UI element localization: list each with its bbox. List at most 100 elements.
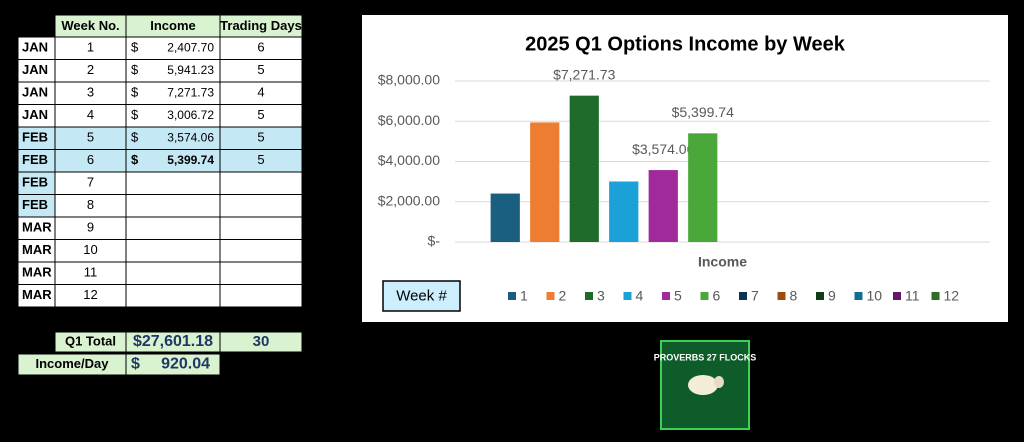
legend-label: 6 <box>713 288 721 304</box>
legend-label: 11 <box>905 288 920 304</box>
currency: $ <box>131 107 139 122</box>
legend-swatch <box>816 292 824 300</box>
total-days: 30 <box>253 333 270 350</box>
cell <box>219 194 303 218</box>
cell <box>125 194 221 218</box>
legend-label: 2 <box>559 288 567 304</box>
week: 2 <box>87 62 94 77</box>
legend-swatch <box>623 292 632 300</box>
y-tick-label: $4,000.00 <box>378 152 440 168</box>
bar <box>688 133 718 242</box>
week: 8 <box>87 197 94 212</box>
currency: $ <box>131 62 139 77</box>
week: 9 <box>87 220 94 235</box>
legend-swatch <box>931 292 940 300</box>
header-label: Income <box>150 18 196 33</box>
per-day-label: Income/Day <box>36 356 110 371</box>
per-day-income-cell <box>125 353 221 376</box>
bar <box>648 170 678 242</box>
week: 12 <box>83 287 97 302</box>
y-tick-label: $6,000.00 <box>378 112 440 128</box>
month: FEB <box>22 130 48 145</box>
week-button[interactable] <box>382 280 461 312</box>
currency: $ <box>131 85 139 100</box>
month: JAN <box>22 85 48 100</box>
chart-area <box>362 15 1008 322</box>
legend-label: 9 <box>828 288 836 304</box>
legend-swatch <box>585 292 593 300</box>
per-day-currency: $ <box>131 356 140 373</box>
bar <box>530 122 560 242</box>
data-label: $5,399.74 <box>672 104 734 120</box>
cell <box>125 239 221 263</box>
legend-label: 10 <box>867 288 883 304</box>
days: 5 <box>257 130 264 145</box>
week: 4 <box>87 107 94 122</box>
income: 3,574.06 <box>167 130 214 144</box>
days: 6 <box>257 40 264 55</box>
month: FEB <box>22 152 48 167</box>
header-label: Week No. <box>61 18 119 33</box>
legend-label: 8 <box>790 288 798 304</box>
income: 5,399.74 <box>167 153 214 167</box>
y-tick-label: $2,000.00 <box>378 192 440 208</box>
data-label: $7,271.73 <box>553 66 615 82</box>
legend-label: 12 <box>944 288 960 304</box>
cell <box>125 261 221 285</box>
data-label: $3,574.06 <box>632 141 694 157</box>
income: 3,006.72 <box>167 108 214 122</box>
week: 10 <box>83 242 97 257</box>
days: 5 <box>257 152 264 167</box>
legend-swatch <box>508 292 516 300</box>
logo-text: PROVERBS 27 FLOCKS <box>654 352 757 362</box>
y-tick-label: $8,000.00 <box>378 72 440 88</box>
week: 11 <box>84 265 98 280</box>
legend-swatch <box>893 292 901 300</box>
cell <box>219 216 303 240</box>
month: MAR <box>22 265 52 280</box>
cell <box>125 171 221 195</box>
legend-swatch <box>700 292 709 300</box>
days: 5 <box>257 107 264 122</box>
week: 3 <box>87 85 94 100</box>
week: 6 <box>87 152 94 167</box>
month: MAR <box>22 220 52 235</box>
currency: $ <box>131 40 139 55</box>
month: JAN <box>22 40 48 55</box>
legend-label: 1 <box>520 288 528 304</box>
currency: $ <box>131 152 139 167</box>
cell <box>219 171 303 195</box>
week: 1 <box>87 40 94 55</box>
bar <box>569 95 599 242</box>
currency: $ <box>131 130 139 145</box>
income: 5,941.23 <box>167 63 214 77</box>
legend-swatch <box>546 292 555 300</box>
days: 5 <box>257 62 264 77</box>
cell <box>219 239 303 263</box>
total-label: Q1 Total <box>65 333 116 348</box>
legend-label: 4 <box>636 288 644 304</box>
x-tick-label: Income <box>698 254 747 270</box>
bar <box>609 181 639 242</box>
legend-label: 7 <box>751 288 759 304</box>
month: JAN <box>22 62 48 77</box>
legend-swatch <box>854 292 863 300</box>
y-tick-label: $- <box>428 233 441 249</box>
legend-swatch <box>777 292 786 300</box>
logo-sheep-head <box>714 376 724 388</box>
month: FEB <box>22 175 48 190</box>
days: 4 <box>257 85 264 100</box>
cell <box>219 261 303 285</box>
cell <box>125 216 221 240</box>
month: MAR <box>22 287 52 302</box>
bar <box>490 193 520 242</box>
legend-label: 5 <box>674 288 682 304</box>
month: JAN <box>22 107 48 122</box>
month: MAR <box>22 242 52 257</box>
cell <box>219 284 303 308</box>
legend-label: 3 <box>597 288 605 304</box>
logo-sheep <box>688 375 718 395</box>
per-day-income: 920.04 <box>161 356 210 373</box>
total-income: $27,601.18 <box>133 333 213 350</box>
